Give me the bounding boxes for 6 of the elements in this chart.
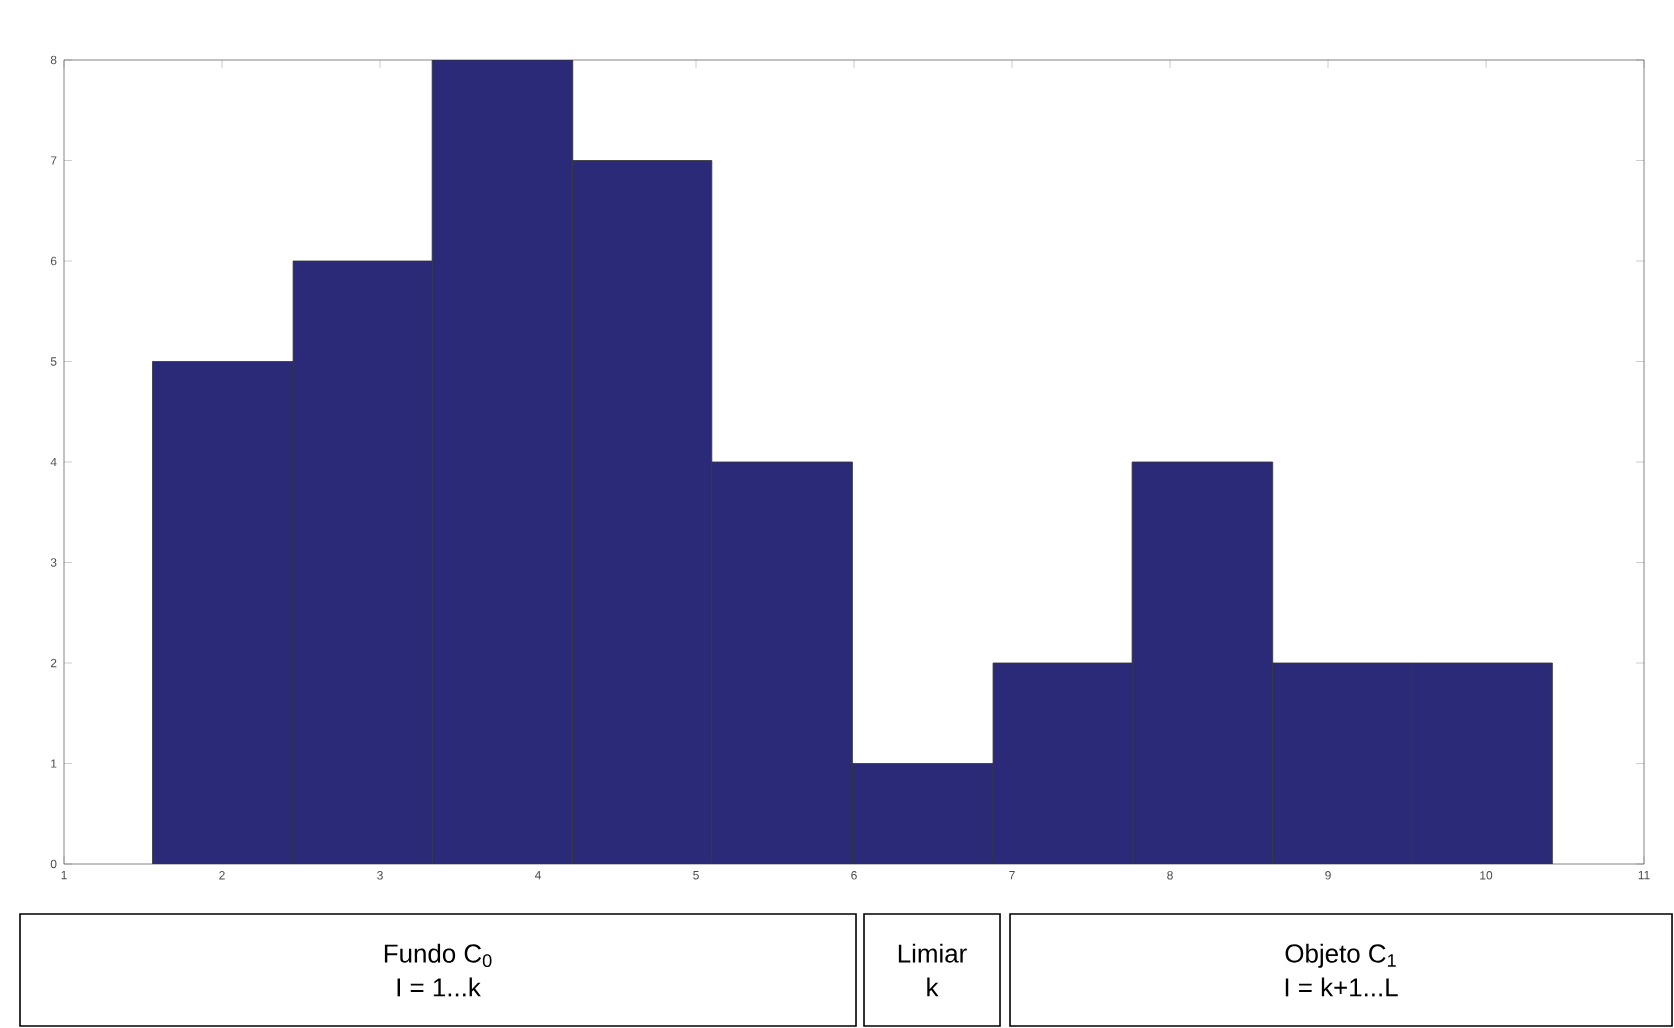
text: Objeto C$_{1}$ bbox=[1285, 943, 1396, 968]
text: Limiar bbox=[898, 943, 967, 963]
text: k bbox=[927, 977, 939, 997]
text: I = k+1...L bbox=[1285, 977, 1398, 997]
text: I = 1...k bbox=[397, 977, 481, 997]
text: Fundo C$_{0}$ bbox=[384, 943, 492, 968]
